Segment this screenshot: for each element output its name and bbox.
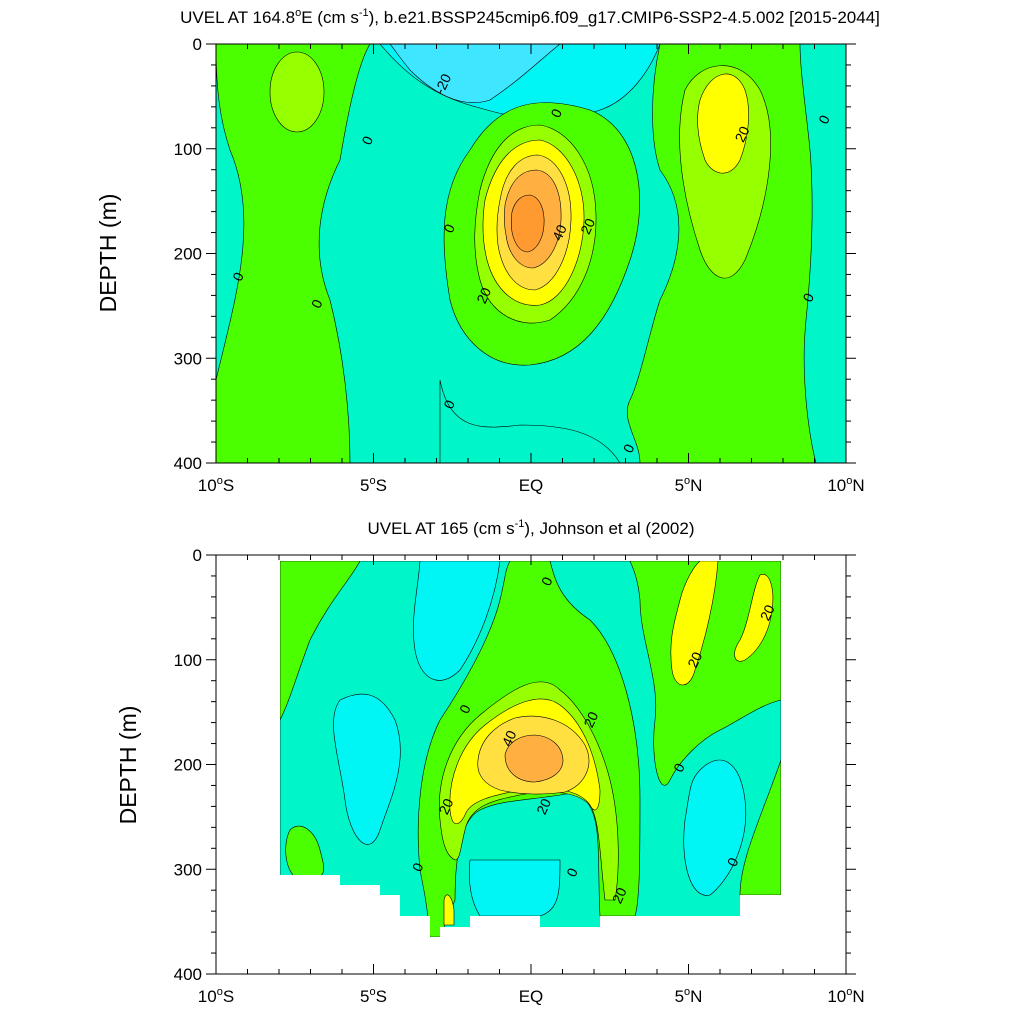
bottom-region-pos20-farright-strip <box>734 573 774 662</box>
bottom-region-pos10-left <box>280 561 361 721</box>
bottom-contour-fill <box>280 561 781 937</box>
bottom-ytick-label: 300 <box>174 860 202 879</box>
bottom-contour-label: 20 <box>580 709 601 730</box>
top-region-pos10-left <box>216 44 371 463</box>
top-contour-label: 40 <box>549 222 570 243</box>
bottom-region-neg10-left <box>333 693 401 845</box>
top-contour-label: -20 <box>431 71 454 96</box>
top-region-pos60-center <box>510 194 545 253</box>
bottom-ytick-label: 100 <box>174 651 202 670</box>
bottom-region-pos50-center <box>504 734 564 783</box>
top-contour-fill <box>216 44 846 463</box>
top-ytick-label: 0 <box>193 35 202 54</box>
bottom-ylabel: DEPTH (m) <box>115 706 141 825</box>
top-xtick-label: 5oS <box>360 475 387 495</box>
panel-top: UVEL AT 164.8oE (cm s-1), b.e21.BSSP245c… <box>95 7 880 495</box>
bottom-region-neg10-bottom <box>469 859 561 917</box>
bottom-region-pos20-right-strip <box>670 561 719 686</box>
bottom-region-pos10-right <box>629 561 781 786</box>
top-xtick-label: 5oN <box>675 475 703 495</box>
top-xtick-label: 10oS <box>198 475 234 495</box>
bottom-contour-label: 20 <box>757 602 778 623</box>
bottom-axes: 0 100 200 300 400 10oS 5oS EQ 5oN 10oN <box>174 546 865 1006</box>
top-ytick-label: 100 <box>174 140 202 159</box>
bottom-contour-label: 20 <box>684 649 705 670</box>
top-xtick-label: EQ <box>519 476 544 495</box>
top-title: UVEL AT 164.8oE (cm s-1), b.e21.BSSP245c… <box>180 7 880 27</box>
bottom-contour-label: 20 <box>609 885 630 906</box>
bottom-ytick-label: 200 <box>174 756 202 775</box>
top-axes: 0 100 200 300 400 10oS 5oS EQ 5oN 10oN <box>174 35 865 495</box>
top-ytick-label: 300 <box>174 349 202 368</box>
top-region-pos30-right <box>697 73 749 174</box>
top-xtick-label: 10oN <box>827 475 864 495</box>
top-ytick-label: 200 <box>174 245 202 264</box>
bottom-xtick-label: 5oS <box>360 986 387 1006</box>
bottom-ytick-label: 400 <box>174 965 202 984</box>
bottom-xtick-label: 10oN <box>827 986 864 1006</box>
top-ytick-label: 400 <box>174 454 202 473</box>
top-contour-label: 20 <box>473 285 494 306</box>
bottom-xtick-label: 5oN <box>675 986 703 1006</box>
bottom-xtick-label: 10oS <box>198 986 234 1006</box>
top-region-pos20-left <box>269 51 325 133</box>
bottom-ytick-label: 0 <box>193 546 202 565</box>
bottom-contour-label: 20 <box>533 796 554 817</box>
top-region-zero-bottom <box>439 379 621 463</box>
bottom-title: UVEL AT 165 (cm s-1), Johnson et al (200… <box>368 518 695 538</box>
top-ylabel: DEPTH (m) <box>95 194 121 313</box>
top-region-neg20 <box>389 44 561 103</box>
top-contour-label: 20 <box>577 216 598 237</box>
panel-bottom: UVEL AT 165 (cm s-1), Johnson et al (200… <box>115 518 865 1006</box>
bottom-region-neg10-top <box>413 561 501 681</box>
bottom-contour-label: 40 <box>498 728 519 749</box>
bottom-region-pos30-small <box>443 894 455 926</box>
bottom-xtick-label: EQ <box>519 987 544 1006</box>
bottom-region-pos10-lowleft <box>285 825 325 881</box>
bottom-region-pos10-farright <box>739 759 781 896</box>
top-contour-label: 20 <box>732 123 753 144</box>
bottom-region-neg10-right <box>683 759 747 896</box>
bottom-contour-label: 20 <box>435 796 456 817</box>
